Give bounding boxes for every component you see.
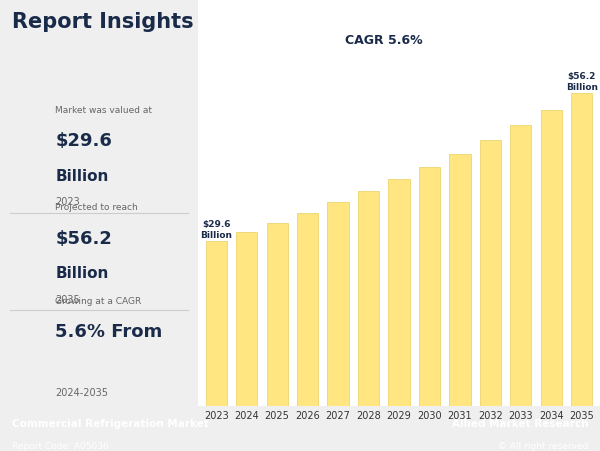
- Text: © All right reserved: © All right reserved: [497, 441, 588, 450]
- Text: $56.2: $56.2: [55, 229, 112, 247]
- Text: Market was valued at: Market was valued at: [55, 106, 152, 115]
- Text: $29.6
Billion: $29.6 Billion: [200, 219, 232, 239]
- Text: Billion: Billion: [55, 266, 109, 281]
- Text: CAGR 5.6%: CAGR 5.6%: [345, 34, 422, 47]
- Text: 5.6% From: 5.6% From: [55, 323, 163, 341]
- Text: 2024-2035: 2024-2035: [55, 387, 109, 398]
- Bar: [206, 241, 227, 406]
- Text: Report Insights: Report Insights: [12, 12, 194, 32]
- Bar: [480, 140, 501, 406]
- Bar: [266, 223, 288, 406]
- Text: Commercial Refrigeration Market: Commercial Refrigeration Market: [12, 419, 209, 428]
- Text: $56.2
Billion: $56.2 Billion: [566, 71, 598, 92]
- Text: Projected to reach: Projected to reach: [55, 203, 138, 212]
- Text: 2035: 2035: [55, 294, 80, 304]
- Text: 2023: 2023: [55, 197, 80, 207]
- Text: Growing at a CAGR: Growing at a CAGR: [55, 296, 142, 305]
- Text: $29.6: $29.6: [55, 132, 112, 150]
- Text: Billion: Billion: [55, 169, 109, 184]
- Bar: [388, 180, 410, 406]
- Text: Report Code: A05036: Report Code: A05036: [12, 441, 109, 450]
- Bar: [297, 213, 318, 406]
- Bar: [541, 110, 562, 406]
- Bar: [236, 233, 257, 406]
- Bar: [419, 168, 440, 406]
- Bar: [358, 192, 379, 406]
- Bar: [571, 94, 592, 406]
- Bar: [328, 202, 349, 406]
- Text: Allied Market Research: Allied Market Research: [452, 419, 588, 428]
- Bar: [510, 126, 532, 406]
- Bar: [449, 154, 470, 406]
